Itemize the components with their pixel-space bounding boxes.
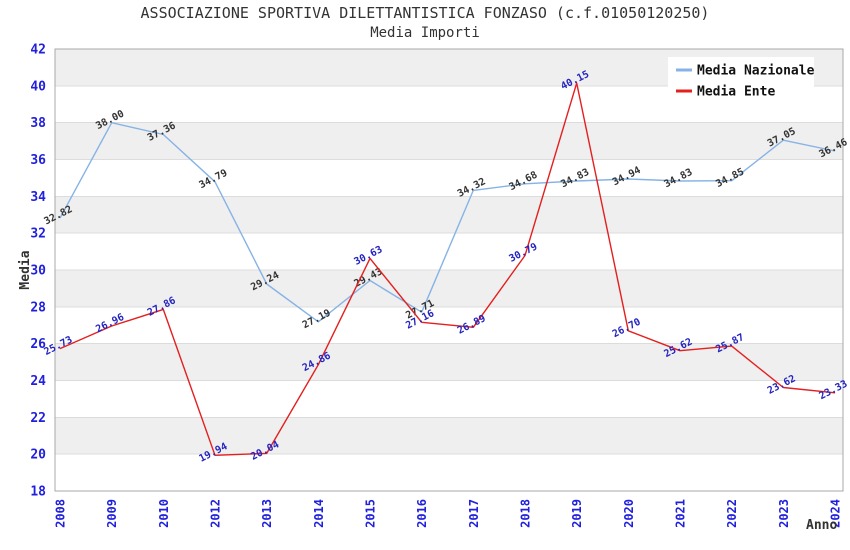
legend-box xyxy=(668,57,814,103)
x-tick-label: 2010 xyxy=(157,499,171,528)
y-tick-label: 22 xyxy=(30,411,46,426)
x-tick-label: 2019 xyxy=(570,499,584,528)
x-tick-label: 2022 xyxy=(725,499,739,528)
legend-label-media-nazionale: Media Nazionale xyxy=(697,64,815,79)
chart-title: ASSOCIAZIONE SPORTIVA DILETTANTISTICA FO… xyxy=(140,4,710,22)
plot-band xyxy=(55,233,843,270)
y-tick-label: 36 xyxy=(30,153,46,168)
y-axis-title: Media xyxy=(18,250,33,289)
y-tick-label: 42 xyxy=(30,43,46,58)
y-tick-label: 28 xyxy=(30,300,46,315)
plot-border xyxy=(54,48,844,492)
y-tick-label: 20 xyxy=(30,448,46,463)
x-tick-label: 2009 xyxy=(105,499,119,528)
series-line-media-ente xyxy=(59,82,836,456)
y-tick-label: 26 xyxy=(30,337,46,352)
x-tick-label: 2015 xyxy=(364,499,378,528)
plot-band xyxy=(55,380,843,418)
x-tick-label: 2012 xyxy=(209,499,223,528)
plot-band xyxy=(55,454,843,491)
y-tick-label: 34 xyxy=(30,190,46,205)
x-tick-label: 2024 xyxy=(829,499,843,528)
x-tick-label: 2016 xyxy=(415,499,429,528)
series-line-media-nazionale xyxy=(59,121,836,323)
y-tick-label: 18 xyxy=(30,485,46,500)
x-tick-label: 2008 xyxy=(54,499,68,528)
x-tick-label: 2023 xyxy=(777,499,791,528)
y-tick-label: 40 xyxy=(30,79,46,94)
x-tick-label: 2020 xyxy=(622,499,636,528)
x-tick-label: 2017 xyxy=(467,499,481,528)
x-tick-label: 2021 xyxy=(674,499,688,528)
y-tick-label: 24 xyxy=(30,374,46,389)
x-tick-label: 2013 xyxy=(260,499,274,528)
chart-subtitle: Media Importi xyxy=(370,25,480,41)
x-tick-label: 2018 xyxy=(519,499,533,528)
x-axis-title: Anno xyxy=(806,518,837,533)
plot-band xyxy=(55,122,843,160)
legend-label-media-ente: Media Ente xyxy=(697,85,775,100)
y-tick-label: 38 xyxy=(30,116,46,131)
x-tick-label: 2014 xyxy=(312,499,326,528)
plot-band xyxy=(55,270,843,307)
plot-band xyxy=(55,417,843,455)
plot-band xyxy=(55,196,843,234)
plot-band xyxy=(55,159,843,197)
y-tick-label: 30 xyxy=(30,264,46,279)
y-tick-label: 32 xyxy=(30,227,46,242)
